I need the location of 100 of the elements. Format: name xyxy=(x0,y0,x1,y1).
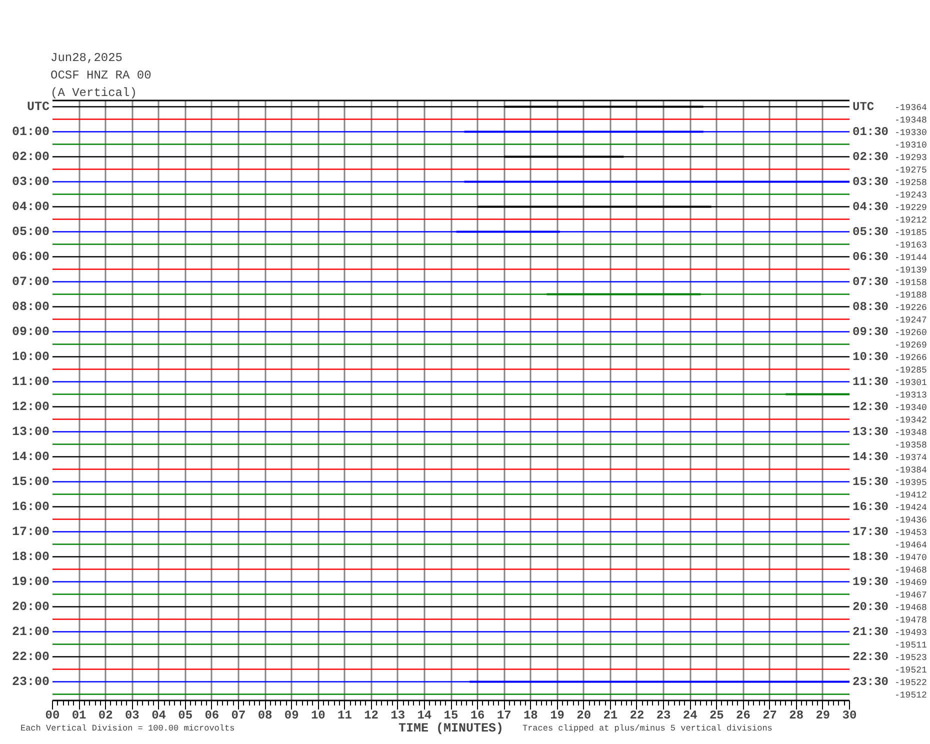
text: -19285 xyxy=(894,365,927,376)
y2-tick-label: 08:30 xyxy=(852,300,889,314)
text: -19144 xyxy=(894,252,927,263)
x-tick-label: 03 xyxy=(125,708,140,722)
text: -19229 xyxy=(894,202,927,213)
text: -19158 xyxy=(894,278,927,288)
y2-tick-label: 19:30 xyxy=(852,574,889,589)
y-tick-label: 21:00 xyxy=(12,624,50,639)
y2-tick-label: 18:30 xyxy=(852,550,889,564)
text: -19313 xyxy=(894,390,927,400)
chart-title: Jun28,2025 xyxy=(50,51,123,65)
x-tick-label: 27 xyxy=(762,708,778,722)
text: -19523 xyxy=(894,652,927,663)
x-tick-label: 17 xyxy=(496,708,512,722)
x-tick-label: 25 xyxy=(709,708,724,722)
text: -19247 xyxy=(894,315,927,326)
y2-tick-label: 01:30 xyxy=(852,124,889,139)
text: -19330 xyxy=(894,128,927,138)
x-tick-label: 08 xyxy=(258,708,272,722)
x-tick-label: 18 xyxy=(524,708,538,722)
y2-tick-label: 22:30 xyxy=(852,650,889,664)
y2-tick-label: 12:30 xyxy=(852,400,889,414)
text: -19374 xyxy=(894,452,927,463)
y-tick-label: 01:00 xyxy=(12,124,50,139)
text: -19453 xyxy=(894,528,927,538)
x-tick-label: 00 xyxy=(45,708,60,722)
text: -19301 xyxy=(894,378,927,388)
chart-subtitle: OCSF HNZ RA 00 (A Vertical) xyxy=(50,68,152,100)
y-tick-label: 14:00 xyxy=(12,450,50,464)
text: Each Vertical Division = 100.00 microvolts xyxy=(20,724,235,734)
text: -19258 xyxy=(894,178,927,188)
text: -19436 xyxy=(894,515,927,526)
x-tick-label: 01 xyxy=(72,708,86,722)
text: -19521 xyxy=(894,665,927,676)
y-tick-label: 18:00 xyxy=(12,550,50,564)
y2-tick-label: 09:30 xyxy=(852,324,889,339)
y2-tick-label: 02:30 xyxy=(852,150,889,164)
y2-tick-label: 10:30 xyxy=(852,350,889,364)
text: -19243 xyxy=(894,190,927,200)
y-tick-label: 09:00 xyxy=(12,324,50,339)
x-tick-label: 22 xyxy=(630,708,644,722)
y-tick-label: 22:00 xyxy=(12,650,50,664)
y-tick-label: 11:00 xyxy=(12,374,50,389)
y-tick-label: 04:00 xyxy=(12,200,50,214)
y2-tick-label: 20:30 xyxy=(852,600,889,614)
x-tick-label: 11 xyxy=(338,708,352,722)
text: -19342 xyxy=(894,415,927,426)
text: -19395 xyxy=(894,478,927,488)
text: -19358 xyxy=(894,440,927,450)
x-tick-label: 28 xyxy=(789,708,804,722)
y2-tick-label: 11:30 xyxy=(852,374,889,389)
y2-tick-label: 14:30 xyxy=(852,450,889,464)
x-tick-label: 12 xyxy=(364,708,379,722)
y-tick-label: 23:00 xyxy=(12,674,50,689)
y2-tick-label: 21:30 xyxy=(852,624,889,639)
y-tick-label: 13:00 xyxy=(12,424,50,439)
x-tick-label: 21 xyxy=(603,708,618,722)
y2-tick-label: 13:30 xyxy=(852,424,889,439)
y2-tick-label: 16:30 xyxy=(852,500,889,514)
x-tick-label: 19 xyxy=(550,708,564,722)
y2-tick-label: 05:30 xyxy=(852,224,889,239)
y-tick-label: 06:00 xyxy=(12,250,50,264)
text: -19478 xyxy=(894,615,927,626)
x-tick-label: 16 xyxy=(470,708,485,722)
y-tick-label: 02:00 xyxy=(12,150,50,164)
text: -19212 xyxy=(894,215,927,226)
y-tick-label: UTC xyxy=(26,100,50,114)
x-tick-label: 20 xyxy=(576,708,592,722)
x-tick-label: 02 xyxy=(98,708,113,722)
text: -19139 xyxy=(894,265,927,276)
y-tick-label: 08:00 xyxy=(12,300,50,314)
x-tick-label: 09 xyxy=(284,708,299,722)
x-tick-label: 07 xyxy=(231,708,246,722)
x-axis-title: TIME (MINUTES) xyxy=(398,722,504,736)
y2-tick-label: 04:30 xyxy=(852,200,889,214)
y-tick-label: 19:00 xyxy=(12,574,50,589)
text: -19340 xyxy=(894,402,927,413)
y-tick-label: 05:00 xyxy=(12,224,50,239)
y-tick-label: 16:00 xyxy=(12,500,50,514)
x-tick-label: 15 xyxy=(444,708,458,722)
text: -19467 xyxy=(894,590,927,600)
y-tick-label: 03:00 xyxy=(12,174,50,189)
text: -19275 xyxy=(894,165,927,176)
y-tick-label: 07:00 xyxy=(12,274,50,289)
y-tick-label: 17:00 xyxy=(12,524,50,539)
text: -19412 xyxy=(894,490,927,500)
y2-tick-label: 06:30 xyxy=(852,250,889,264)
text: -19468 xyxy=(894,602,927,613)
text: Traces clipped at plus/minus 5 vertical divisions xyxy=(522,724,772,734)
text: -19424 xyxy=(894,502,927,513)
text: -19512 xyxy=(894,690,927,700)
text: -19348 xyxy=(894,115,927,126)
x-tick-label: 05 xyxy=(178,708,193,722)
text: -19348 xyxy=(894,428,927,438)
y2-tick-label: 17:30 xyxy=(852,524,889,539)
x-tick-label: 04 xyxy=(152,708,166,722)
text: -19469 xyxy=(894,578,927,588)
x-tick-label: 13 xyxy=(390,708,406,722)
text: -19185 xyxy=(894,228,927,238)
y-tick-label: 12:00 xyxy=(12,400,50,414)
